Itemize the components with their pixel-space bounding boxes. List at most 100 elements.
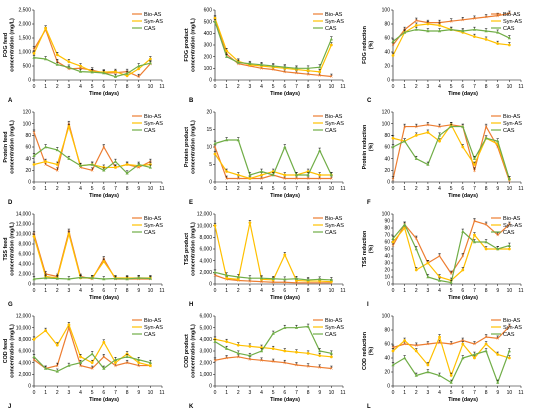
data-point bbox=[90, 70, 94, 74]
data-point bbox=[449, 374, 453, 377]
y-tick-label: 100 bbox=[23, 121, 32, 127]
x-axis-label: Time (days) bbox=[89, 91, 119, 97]
data-point bbox=[225, 276, 229, 280]
data-point: × bbox=[67, 326, 71, 332]
data-point bbox=[236, 277, 240, 281]
data-point: × bbox=[271, 360, 275, 366]
data-point bbox=[306, 69, 310, 73]
y-axis-label: COD reduction bbox=[362, 332, 368, 370]
data-point bbox=[391, 136, 395, 140]
data-point bbox=[248, 221, 252, 225]
x-tick-label: 10 bbox=[507, 288, 513, 294]
data-point bbox=[283, 253, 287, 257]
series-line-syn-as bbox=[33, 323, 151, 367]
y-tick-label: 50 bbox=[384, 247, 390, 253]
x-tick-label: 8 bbox=[126, 288, 129, 294]
data-point: × bbox=[306, 364, 310, 370]
x-tick-label: 10 bbox=[329, 288, 335, 294]
x-tick-label: 2 bbox=[237, 288, 240, 294]
data-point: × bbox=[306, 177, 310, 183]
x-tick-label: 0 bbox=[392, 390, 395, 396]
data-point: × bbox=[391, 244, 395, 250]
data-point bbox=[294, 276, 299, 280]
data-point bbox=[437, 133, 442, 137]
x-tick-label: 2 bbox=[237, 390, 240, 396]
x-tick-label: 4 bbox=[79, 390, 82, 396]
data-point bbox=[67, 323, 71, 327]
x-axis-label: Time (days) bbox=[448, 193, 478, 199]
x-tick-label: 0 bbox=[33, 288, 36, 294]
data-point: × bbox=[449, 272, 453, 278]
data-point: × bbox=[149, 277, 153, 283]
x-tick-label: 8 bbox=[307, 186, 310, 192]
data-point bbox=[472, 352, 477, 356]
data-point bbox=[137, 276, 141, 280]
data-point bbox=[329, 43, 333, 47]
x-tick-label: 9 bbox=[318, 288, 321, 294]
data-point bbox=[125, 74, 129, 78]
data-point bbox=[236, 173, 240, 177]
data-point bbox=[295, 350, 298, 354]
x-tick-label: 6 bbox=[283, 390, 286, 396]
panel-g: 0 2,000 4,000 6,000 8,000 10,000 12,000 14,000 0… bbox=[3, 212, 165, 308]
x-tick-label: 1 bbox=[44, 84, 47, 90]
data-point bbox=[78, 275, 83, 279]
x-tick-label: 1 bbox=[44, 288, 47, 294]
data-point bbox=[32, 55, 36, 59]
data-point bbox=[437, 373, 442, 377]
legend-label: CAS bbox=[503, 128, 515, 134]
data-point: × bbox=[56, 169, 60, 175]
data-point: × bbox=[90, 277, 94, 283]
data-point bbox=[78, 360, 83, 364]
y-tick-label: 80 bbox=[384, 133, 390, 139]
data-point bbox=[32, 163, 36, 166]
data-point bbox=[473, 163, 476, 166]
data-point bbox=[90, 352, 94, 356]
data-point bbox=[236, 351, 240, 355]
x-tick-label: 11 bbox=[159, 186, 164, 192]
data-point: × bbox=[426, 342, 430, 348]
x-tick-label: 3 bbox=[249, 288, 252, 294]
data-point: × bbox=[137, 75, 141, 81]
data-point: × bbox=[237, 355, 241, 361]
y-tick-label: 40 bbox=[25, 156, 31, 162]
data-point: × bbox=[137, 277, 141, 283]
data-point bbox=[102, 71, 106, 75]
y-tick-label: 600 bbox=[204, 8, 213, 14]
y-tick-label: 120 bbox=[23, 110, 32, 116]
data-point bbox=[102, 168, 106, 172]
y-tick-label: 100 bbox=[382, 314, 391, 320]
y-axis-label: concentration (mg/L) bbox=[9, 222, 15, 276]
data-point bbox=[55, 148, 59, 152]
legend-label: Bio-AS bbox=[325, 318, 343, 324]
data-point bbox=[125, 171, 129, 175]
data-point: × bbox=[283, 361, 287, 367]
x-tick-label: 2 bbox=[415, 186, 418, 192]
y-tick-label: 0 bbox=[28, 282, 31, 288]
y-tick-label: 80 bbox=[384, 328, 390, 334]
x-tick-label: 7 bbox=[114, 390, 117, 396]
legend-label: Bio-AS bbox=[144, 12, 162, 18]
x-tick-label: 7 bbox=[295, 390, 298, 396]
y-tick-label: 60 bbox=[384, 240, 390, 246]
data-point bbox=[113, 159, 118, 163]
data-point: × bbox=[225, 356, 229, 362]
x-tick-label: 5 bbox=[450, 288, 453, 294]
y-tick-label: 70 bbox=[384, 233, 390, 239]
x-tick-label: 4 bbox=[260, 288, 263, 294]
data-point bbox=[259, 63, 264, 67]
data-point bbox=[484, 240, 488, 244]
data-point bbox=[507, 356, 511, 360]
x-tick-label: 0 bbox=[392, 288, 395, 294]
data-point bbox=[213, 339, 217, 343]
data-point bbox=[306, 173, 310, 177]
x-tick-label: 10 bbox=[507, 186, 513, 192]
data-point bbox=[213, 270, 217, 274]
data-point: × bbox=[415, 19, 419, 25]
y-tick-label: 4,000 bbox=[18, 262, 31, 268]
data-point bbox=[213, 224, 217, 228]
data-point bbox=[306, 324, 310, 328]
data-point bbox=[44, 57, 48, 61]
data-point bbox=[125, 277, 129, 281]
x-tick-label: 3 bbox=[249, 186, 252, 192]
